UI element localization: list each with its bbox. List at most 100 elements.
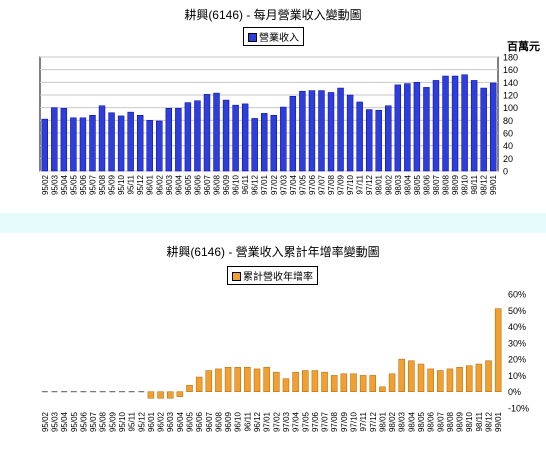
chart1-bar <box>280 106 287 172</box>
chart2-bar <box>350 373 357 392</box>
chart2-bar <box>475 363 483 392</box>
chart1-bar <box>442 75 449 172</box>
chart1-x-tick-label: 96/02 <box>155 174 164 195</box>
chart1-x-tick-label: 97/08 <box>327 174 336 195</box>
chart1-x-tick-label: 98/04 <box>403 174 412 195</box>
chart1-bar <box>213 92 220 172</box>
chart1-x-tick-label: 95/05 <box>69 174 78 195</box>
chart1-bar <box>41 118 48 172</box>
chart2-x-tick-label: 98/07 <box>436 411 445 432</box>
chart2-x-tick-label: 96/06 <box>195 411 204 432</box>
chart1-x-tick-label: 96/09 <box>222 174 231 195</box>
chart1-bar <box>299 90 306 172</box>
chart2-legend-label: 累計營收年增率 <box>243 272 313 283</box>
chart1-x-tick-label: 98/09 <box>451 174 460 195</box>
chart1-x-tick-label: 96/12 <box>251 174 260 195</box>
chart1-legend: 營業收入 <box>243 27 304 46</box>
chart1-bar <box>117 115 125 172</box>
chart2-bar <box>224 367 232 392</box>
chart1-x-tick-label: 99/01 <box>489 174 498 195</box>
chart2-bar <box>485 360 492 392</box>
chart1-bar <box>308 90 316 172</box>
chart2-x-tick-label: 98/08 <box>446 411 455 432</box>
chart2-bar <box>359 375 367 392</box>
chart2-bar <box>465 365 473 392</box>
chart2-x-tick-label: 98/12 <box>485 411 494 432</box>
chart1-x-tick-label: 95/08 <box>98 174 107 195</box>
chart1-x-tick-label: 98/11 <box>470 174 479 194</box>
chart1-x-tick-label: 97/02 <box>270 174 279 195</box>
chart1-bar <box>261 113 268 172</box>
chart1-x-tick-label: 98/07 <box>432 174 441 195</box>
chart1-bar <box>470 80 478 172</box>
chart2-y-tick-label: 30% <box>508 338 526 348</box>
chart2-x-tick-label: 96/11 <box>243 411 252 431</box>
chart1-bar <box>232 104 239 172</box>
chart1-bar <box>175 108 182 172</box>
chart1-x-tick-label: 96/05 <box>184 174 193 195</box>
chart2-x-tick-label: 97/09 <box>340 411 349 432</box>
chart2-x-tick-label: 98/03 <box>398 411 407 432</box>
chart2-legend: 累計營收年增率 <box>227 266 318 285</box>
chart2-bar <box>456 367 463 392</box>
chart1-x-tick-label: 95/12 <box>136 174 145 195</box>
chart1-unit-label: 百萬元 <box>507 41 540 53</box>
chart2-bar <box>176 391 184 397</box>
chart1-bar <box>156 120 163 172</box>
chart2-title: 耕興(6146) - 營業收入累計年增率變動圖 <box>166 245 380 259</box>
chart2-x-tick-label: 95/03 <box>50 411 59 432</box>
chart2-bar <box>408 360 415 392</box>
chart1-x-tick-label: 98/02 <box>384 174 393 195</box>
chart1-bar <box>251 118 258 172</box>
chart1-x-tick-label: 98/10 <box>461 174 470 195</box>
chart1-x-tick-label: 96/11 <box>241 174 250 194</box>
chart2-bar <box>166 391 174 399</box>
chart2-bar <box>234 367 241 392</box>
chart2-y-tick-label: 10% <box>508 371 526 381</box>
chart1-x-tick-label: 97/06 <box>308 174 317 195</box>
chart1-y-tick-label: 80 <box>503 116 513 126</box>
chart1-x-tick-label: 95/06 <box>79 174 88 195</box>
chart1-bar <box>327 92 335 172</box>
chart2-bar <box>157 391 164 399</box>
chart1-y-tick-label: 20 <box>503 154 513 164</box>
chart1-bar <box>461 74 468 172</box>
chart2-x-tick-label: 97/07 <box>321 411 330 432</box>
chart2-bar <box>369 375 377 392</box>
chart2-x-tick-label: 98/02 <box>388 411 397 432</box>
chart1-y-tick-label: 160 <box>503 65 518 75</box>
chart1-x-tick-label: 95/04 <box>60 174 69 195</box>
chart2-x-tick-label: 96/05 <box>186 411 195 432</box>
chart2-y-tick-label: 20% <box>508 355 526 365</box>
chart1-bar <box>108 112 115 172</box>
chart2-bar <box>273 371 280 392</box>
chart1-x-tick-label: 97/11 <box>356 174 365 194</box>
chart1-bar <box>356 101 363 172</box>
chart1-bar <box>89 115 96 172</box>
chart1-bar <box>136 115 144 172</box>
chart1-x-tick-label: 97/12 <box>365 174 374 195</box>
chart1-bar <box>270 115 277 172</box>
chart1-bar <box>394 84 402 172</box>
chart2-bar <box>437 370 444 392</box>
chart1-bar <box>60 108 68 172</box>
chart2-x-tick-label: 96/03 <box>166 411 175 432</box>
chart1-bar <box>165 108 173 172</box>
chart1-x-tick-label: 95/09 <box>108 174 117 195</box>
chart2-x-tick-label: 96/10 <box>234 411 243 432</box>
chart2-bar <box>253 368 261 392</box>
chart1-bar <box>404 83 411 172</box>
chart2-bar <box>427 368 434 392</box>
chart2-x-tick-label: 98/04 <box>407 411 416 432</box>
chart2-x-tick-label: 96/08 <box>214 411 223 432</box>
chart2-bar <box>417 363 425 392</box>
chart2-x-tick-label: 95/08 <box>99 411 108 432</box>
chart2-x-tick-label: 95/10 <box>118 411 127 432</box>
chart1-bar <box>318 90 325 172</box>
chart1-x-tick-label: 95/02 <box>41 174 50 195</box>
chart1-x-tick-label: 96/08 <box>213 174 222 195</box>
chart1-x-tick-label: 96/01 <box>146 174 155 195</box>
chart1-bar <box>51 107 58 172</box>
chart2-x-tick-label: 95/07 <box>89 411 98 432</box>
chart1-x-tick-label: 98/06 <box>422 174 431 195</box>
